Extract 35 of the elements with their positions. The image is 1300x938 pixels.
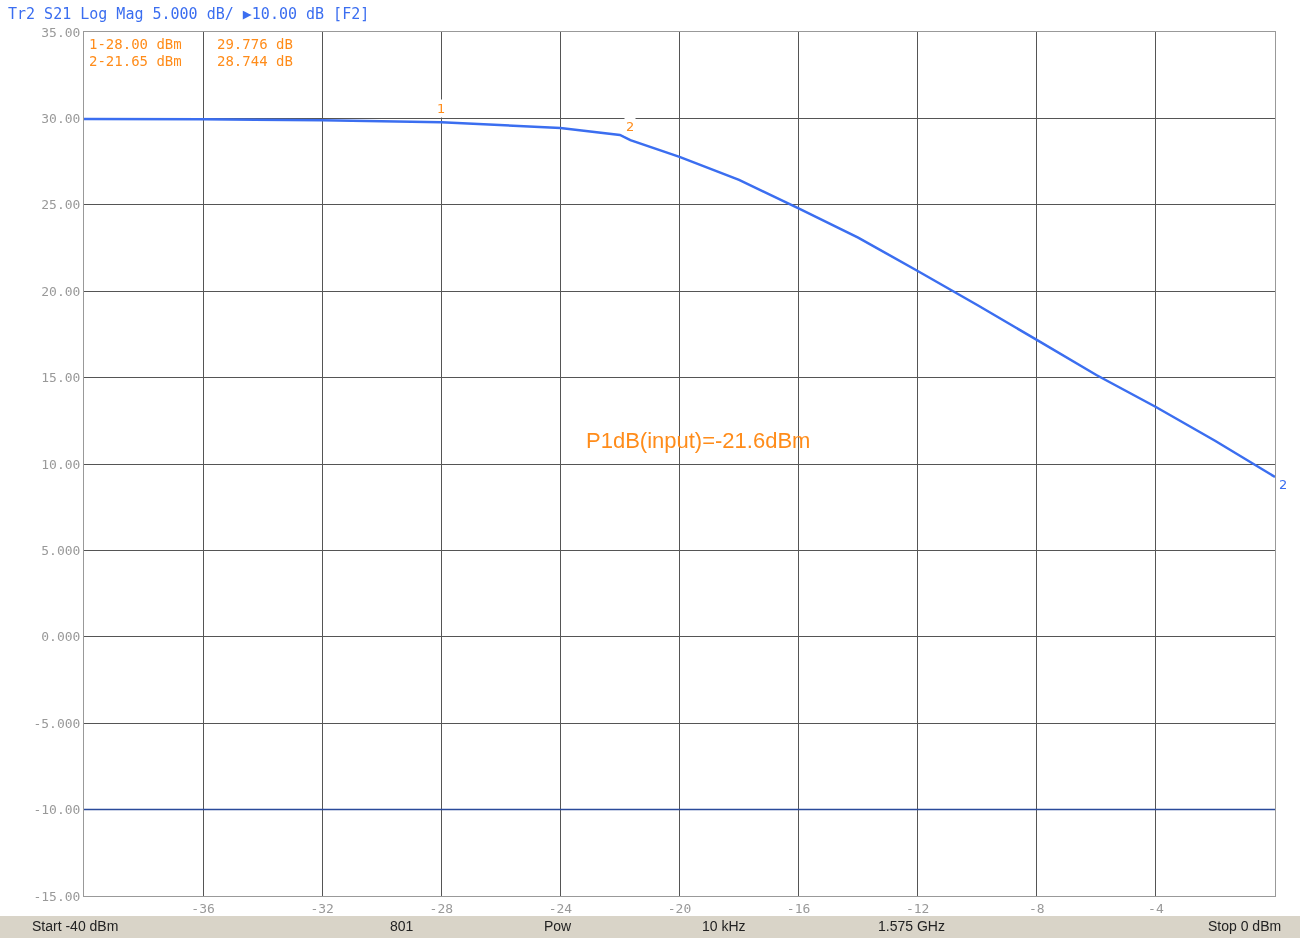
text: Stop 0 dBm bbox=[1208, 918, 1282, 934]
annotation: 1-28.00 dBm bbox=[89, 36, 182, 52]
text: 1.575 GHz bbox=[878, 918, 945, 934]
annotation: 2-21.65 dBm bbox=[89, 53, 182, 69]
text: Start -40 dBm bbox=[32, 918, 119, 934]
x-tick-label: -28 bbox=[429, 900, 454, 916]
x-tick-label: -16 bbox=[786, 900, 811, 916]
annotation: 1 bbox=[437, 101, 446, 116]
y-tick-label: -5.000 bbox=[33, 715, 81, 731]
x-tick-label: -12 bbox=[905, 900, 930, 916]
y-tick-label: 15.00 bbox=[41, 370, 81, 386]
y-tick-label: 10.00 bbox=[41, 456, 81, 472]
text: Pow bbox=[544, 918, 573, 934]
annotation: 29.776 dB bbox=[217, 36, 293, 52]
x-tick-label: -24 bbox=[548, 900, 573, 916]
annotation: 2 bbox=[1279, 477, 1288, 492]
annotation: 28.744 dB bbox=[217, 53, 293, 69]
x-tick-label: -20 bbox=[667, 900, 692, 916]
x-tick-label: -8 bbox=[1028, 900, 1045, 916]
y-tick-label: 20.00 bbox=[41, 283, 81, 299]
y-tick-label: 5.000 bbox=[41, 542, 81, 558]
y-tick-label: 35.00 bbox=[41, 24, 81, 40]
x-tick-label: -32 bbox=[310, 900, 334, 916]
y-tick-label: 0.000 bbox=[41, 629, 81, 645]
y-tick-label: -15.00 bbox=[33, 888, 81, 904]
y-tick-label: 30.00 bbox=[41, 110, 81, 126]
chart-title: Tr2 S21 Log Mag 5.000 dB/ ▶10.00 dB [F2] bbox=[8, 5, 370, 24]
x-tick-label: -36 bbox=[191, 900, 215, 916]
annotation: 2 bbox=[626, 119, 635, 134]
y-tick-label: -10.00 bbox=[33, 802, 81, 818]
line-series bbox=[84, 117, 1275, 479]
text: 10 kHz bbox=[702, 918, 746, 934]
y-tick-label: 25.00 bbox=[41, 197, 81, 213]
x-tick-label: -4 bbox=[1148, 900, 1164, 916]
text: 801 bbox=[390, 918, 414, 934]
